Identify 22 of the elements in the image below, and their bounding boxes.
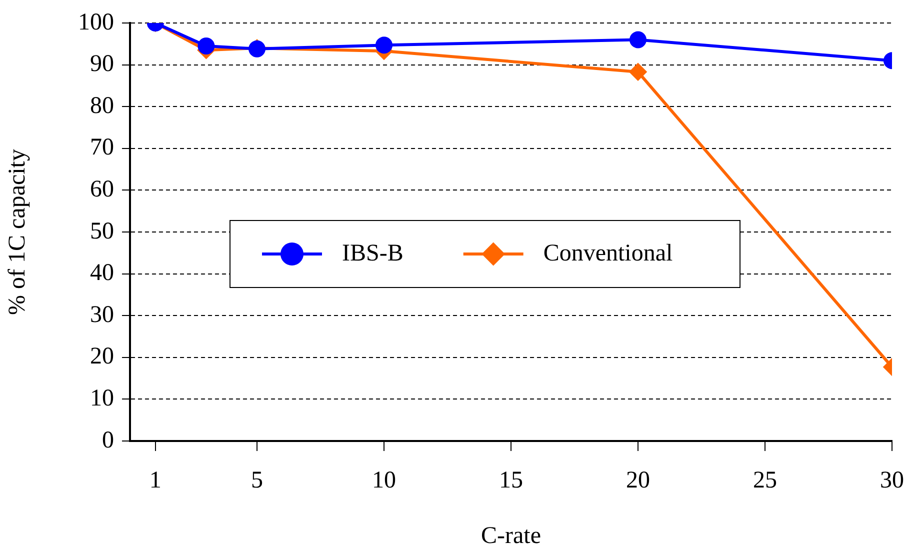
y-tick-label: 90 [90,51,114,78]
y-axis-title: % of 1C capacity [4,149,31,315]
x-tick-label: 20 [626,468,650,494]
y-tick-label: 30 [90,302,114,328]
x-axis-title: C-rate [481,522,541,549]
x-tick-label: 25 [753,468,777,494]
x-tick-label: 1 [149,468,162,494]
y-tick-label: 60 [90,176,114,202]
y-tick-label: 80 [90,92,114,119]
legend-label: IBS-B [342,240,404,266]
y-tick-label: 0 [102,427,114,454]
x-tick-label: 10 [372,468,396,494]
y-tick-label: 10 [90,385,114,412]
y-tick-label: 20 [90,344,114,370]
x-tick-label: 30 [880,468,904,494]
y-tick-label: 100 [78,9,114,36]
legend-label: Conventional [543,240,673,266]
x-tick-label: 5 [251,468,263,494]
x-tick-label: 15 [499,468,523,494]
y-tick-label: 40 [90,260,114,286]
y-tick-label: 50 [90,218,114,244]
y-tick-label: 70 [90,134,114,161]
